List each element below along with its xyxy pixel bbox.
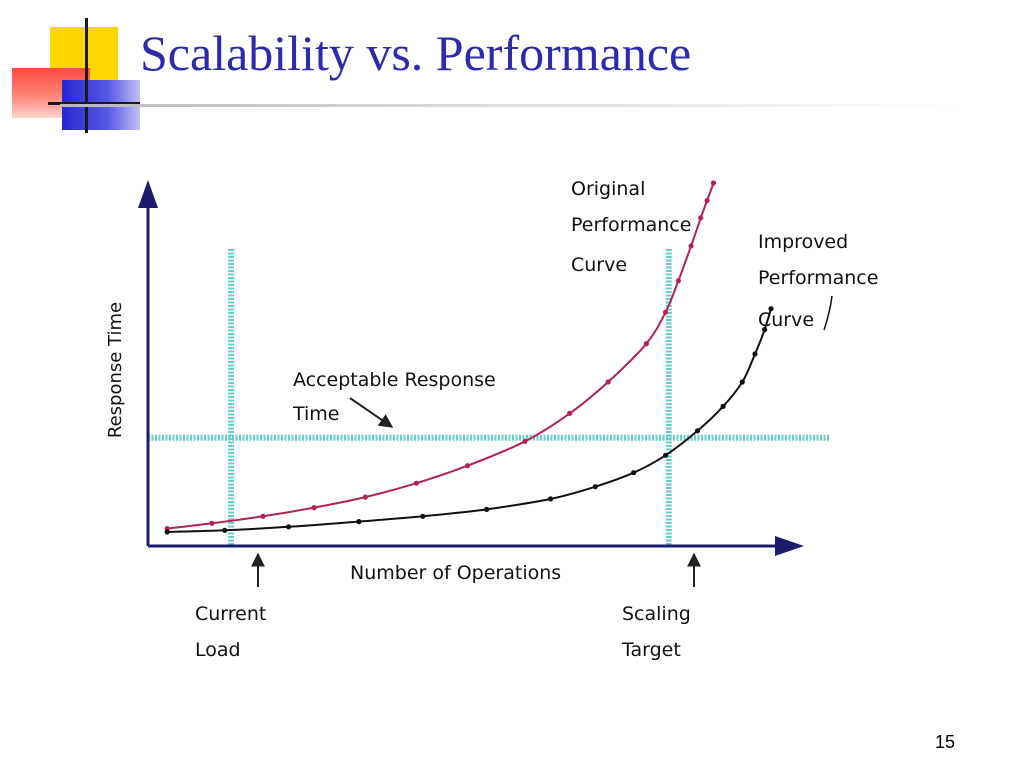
improved-curve-point-14 [762, 327, 768, 333]
original-curve-point-3 [311, 505, 317, 511]
acceptable-response-label-line-2: Time [292, 403, 340, 425]
improved-curve-label-leader [823, 295, 833, 331]
improved-curve-point-3 [356, 519, 362, 525]
improved-curve-point-5 [484, 506, 490, 512]
original-curve-label-line-1: Original [571, 178, 645, 200]
scaling-target-label: Scaling Target [621, 603, 691, 661]
improved-curve-point-6 [548, 496, 554, 502]
improved-curve-point-10 [694, 428, 701, 434]
scaling-target-label-line-1: Scaling [622, 603, 691, 625]
original-curve-point-6 [464, 463, 471, 469]
scaling-target-label-line-2: Target [621, 639, 681, 661]
current-load-label: Current Load [195, 603, 266, 661]
improved-curve-label-line-2: Performance [758, 267, 878, 289]
title-decoration-horizontal-line [48, 102, 140, 105]
improved-curve-point-2 [286, 524, 292, 530]
original-curve-point-7 [522, 438, 528, 444]
original-curve-point-2 [260, 513, 266, 519]
original-curve-label: Original Performance Curve [571, 178, 691, 276]
original-curve-point-12 [675, 278, 682, 284]
original-curve-point-15 [704, 197, 710, 204]
improved-curve-label: Improved Performance Curve [758, 231, 878, 331]
original-curve-point-4 [362, 494, 368, 500]
improved-curve-label-line-1: Improved [758, 231, 848, 253]
original-curve-point-9 [605, 379, 611, 385]
improved-curve-point-8 [631, 470, 637, 476]
original-curve-label-line-2: Performance [571, 214, 691, 236]
original-curve-label-line-3: Curve [571, 254, 627, 276]
chart-panel: Number of Operations Response Time Origi… [52, 142, 944, 688]
improved-curve-point-0 [164, 529, 170, 535]
improved-curve-point-1 [222, 527, 228, 533]
acceptable-response-arrow [349, 397, 394, 428]
x-axis-title: Number of Operations [350, 562, 561, 584]
improved-curve-label-line-3: Curve [758, 309, 814, 331]
improved-curve-point-9 [663, 452, 669, 458]
improved-curve-point-11 [720, 403, 726, 409]
original-curve-point-16 [710, 180, 717, 186]
title-decoration-vertical-line [85, 18, 88, 133]
original-curve-point-14 [698, 215, 704, 221]
title-underline-rule [60, 104, 960, 107]
improved-curve-point-15 [768, 306, 774, 312]
improved-performance-curve-line [167, 308, 772, 533]
current-load-label-line-2: Load [195, 639, 241, 661]
y-axis-title: Response Time [105, 302, 126, 438]
improved-curve-point-7 [592, 484, 598, 490]
acceptable-response-label-line-1: Acceptable Response [293, 369, 496, 391]
acceptable-response-label: Acceptable Response Time [292, 369, 496, 425]
original-curve-point-1 [209, 520, 215, 526]
x-axis-arrow-head [775, 536, 804, 556]
original-curve-point-8 [567, 410, 573, 416]
slide-title: Scalability vs. Performance [140, 25, 692, 81]
improved-curve-point-13 [752, 351, 758, 357]
original-curve-point-5 [413, 480, 419, 486]
page-number: 15 [935, 732, 956, 752]
improved-curve-point-4 [420, 513, 426, 519]
original-curve-point-10 [643, 341, 650, 347]
scalability-chart: Number of Operations Response Time Origi… [105, 178, 878, 661]
y-axis-arrow-head [138, 180, 158, 208]
current-load-label-line-1: Current [195, 603, 266, 625]
original-curve-point-13 [688, 243, 694, 249]
improved-curve-point-12 [739, 379, 745, 385]
original-curve-point-11 [663, 309, 669, 315]
